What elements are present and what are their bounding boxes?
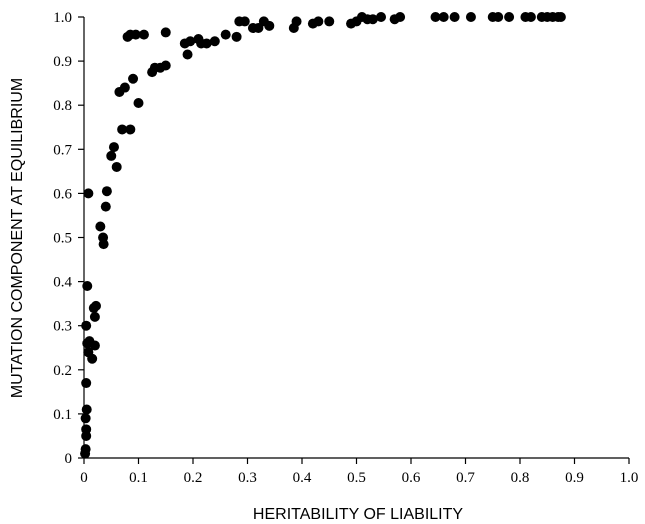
data-point xyxy=(209,36,220,47)
data-point xyxy=(130,29,141,40)
data-point xyxy=(119,82,130,93)
x-tick-label: 0.7 xyxy=(456,470,475,486)
data-point xyxy=(81,424,92,435)
data-point xyxy=(313,16,324,27)
y-tick-label: 0.6 xyxy=(53,186,72,202)
data-points xyxy=(80,12,566,459)
data-point xyxy=(525,12,536,22)
data-point xyxy=(95,221,106,232)
data-point xyxy=(128,73,139,84)
data-point xyxy=(81,378,92,389)
data-point xyxy=(98,239,109,250)
y-axis-ticks: 0 0.1 0.2 0.3 0.4 0.5 0.6 0.7 0.8 0.9 1.0 xyxy=(53,10,84,467)
data-point xyxy=(82,281,93,292)
data-point xyxy=(231,31,242,42)
x-tick-label: 0.8 xyxy=(511,470,530,486)
y-tick-label: 0.1 xyxy=(53,407,72,423)
data-point xyxy=(555,12,566,22)
data-point xyxy=(90,300,101,311)
y-tick-label: 0.5 xyxy=(53,231,72,247)
data-point xyxy=(430,12,441,22)
y-tick-label: 0 xyxy=(65,451,73,467)
y-axis-label: MUTATION COMPONENT AT EQUILIBRIUM xyxy=(9,78,26,398)
data-point xyxy=(160,27,171,38)
y-tick-label: 0.2 xyxy=(53,363,72,379)
data-point xyxy=(220,29,231,40)
x-tick-label: 0.1 xyxy=(129,470,148,486)
data-point xyxy=(201,38,212,49)
data-point xyxy=(89,311,100,322)
x-tick-label: 0.3 xyxy=(238,470,257,486)
y-tick-label: 0.9 xyxy=(53,54,72,70)
data-point xyxy=(504,12,515,22)
data-point xyxy=(108,142,119,153)
data-point xyxy=(324,16,335,27)
data-point xyxy=(81,404,92,415)
x-tick-label: 0.4 xyxy=(293,470,312,486)
y-tick-label: 0.3 xyxy=(53,319,72,335)
data-point xyxy=(111,161,122,172)
y-tick-label: 0.7 xyxy=(53,142,72,158)
data-point xyxy=(185,36,196,47)
data-point xyxy=(182,49,193,60)
y-tick-label: 0.8 xyxy=(53,98,72,114)
data-point xyxy=(80,413,91,424)
data-point xyxy=(89,340,100,351)
data-point xyxy=(449,12,460,22)
x-tick-label: 0.9 xyxy=(565,470,584,486)
data-point xyxy=(81,320,92,331)
data-point xyxy=(101,186,112,197)
data-point xyxy=(133,97,144,108)
data-point xyxy=(493,12,504,22)
data-point xyxy=(239,16,250,27)
data-point xyxy=(160,60,171,71)
x-tick-label: 0.5 xyxy=(347,470,366,486)
data-point xyxy=(264,20,275,31)
data-point xyxy=(117,124,128,135)
x-tick-label: 0 xyxy=(80,470,88,486)
x-axis-ticks: 0 0.1 0.2 0.3 0.4 0.5 0.6 0.7 0.8 0.9 1.0 xyxy=(80,458,638,486)
data-point xyxy=(106,150,117,161)
data-point xyxy=(367,14,378,25)
data-point xyxy=(83,188,94,199)
y-tick-label: 0.4 xyxy=(53,275,72,291)
data-point xyxy=(395,12,406,22)
data-point xyxy=(253,23,264,34)
x-tick-label: 1.0 xyxy=(620,470,639,486)
data-point xyxy=(291,16,302,27)
x-tick-label: 0.6 xyxy=(402,470,421,486)
data-point xyxy=(87,353,98,364)
data-point xyxy=(80,444,91,455)
y-tick-label: 1.0 xyxy=(53,10,72,26)
data-point xyxy=(125,124,136,135)
data-point xyxy=(138,29,149,40)
data-point xyxy=(438,12,449,22)
x-axis-label: HERITABILITY OF LIABILITY xyxy=(253,506,463,523)
data-point xyxy=(376,12,387,22)
data-point xyxy=(100,201,111,212)
data-point xyxy=(465,12,476,22)
x-tick-label: 0.2 xyxy=(184,470,203,486)
